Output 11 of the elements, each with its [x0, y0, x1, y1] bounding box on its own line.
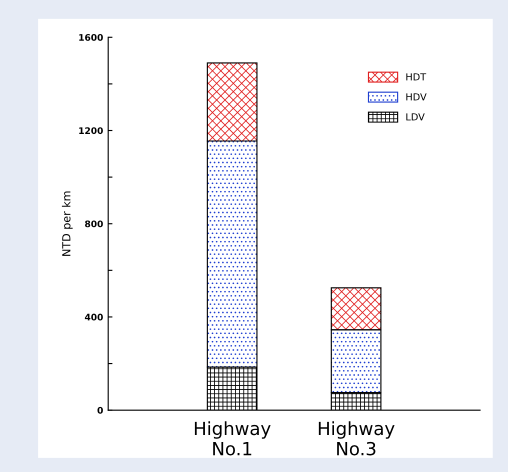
legend-label: LDV — [406, 113, 425, 120]
y-tick-label: 1200 — [79, 127, 103, 134]
y-axis-title: NTD per km — [62, 191, 73, 256]
y-tick-label: 800 — [85, 220, 103, 228]
y-tick-label: 400 — [84, 314, 103, 321]
legend-label: HDT — [406, 73, 426, 80]
y-tick-label: 1600 — [79, 34, 103, 41]
legend-label: HDV — [406, 93, 427, 100]
x-tick-label: Highway No.3 — [318, 421, 395, 456]
y-tick-label: 0 — [97, 406, 103, 414]
x-tick-label: Highway No.1 — [194, 421, 271, 456]
